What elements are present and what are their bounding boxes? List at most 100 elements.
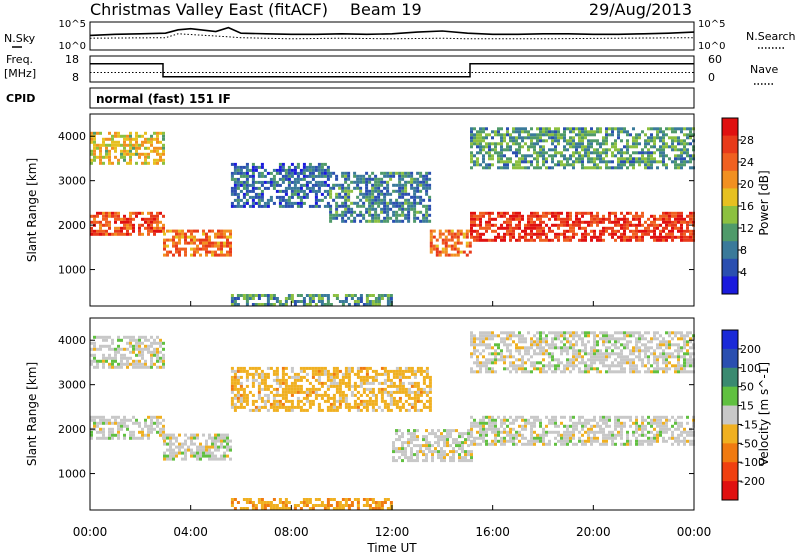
heatmap-cell (392, 183, 396, 187)
heatmap-cell (602, 355, 605, 359)
heatmap-cell (245, 369, 249, 373)
heatmap-cell (353, 180, 357, 184)
heatmap-cell (680, 220, 683, 224)
heatmap-cell (581, 154, 584, 158)
heatmap-cell (281, 195, 285, 199)
heatmap-cell (599, 220, 602, 224)
heatmap-cell (175, 445, 178, 449)
heatmap-cell (281, 381, 285, 385)
heatmap-cell (383, 378, 387, 382)
heatmap-cell (311, 168, 315, 172)
heatmap-cell (290, 384, 294, 388)
heatmap-cell (551, 211, 554, 215)
heatmap-cell (163, 436, 166, 440)
heatmap-cell (386, 183, 390, 187)
heatmap-cell (545, 340, 548, 344)
heatmap-cell (162, 146, 165, 150)
heatmap-cell (458, 432, 461, 436)
heatmap-cell (416, 408, 420, 412)
heatmap-cell (114, 232, 117, 236)
heatmap-cell (593, 343, 596, 347)
heatmap-cell (296, 384, 300, 388)
heatmap-cell (572, 442, 575, 446)
heatmap-cell (467, 444, 470, 448)
heatmap-cell (296, 201, 300, 205)
heatmap-cell (650, 220, 653, 224)
heatmap-cell (296, 399, 300, 403)
heatmap-cell (572, 424, 575, 428)
heatmap-cell (359, 369, 363, 373)
heatmap-cell (488, 163, 491, 167)
heatmap-cell (494, 334, 497, 338)
heatmap-cell (569, 142, 572, 146)
heatmap-cell (572, 220, 575, 224)
heatmap-cell (389, 384, 393, 388)
heatmap-cell (491, 142, 494, 146)
heatmap-cell (380, 297, 384, 300)
heatmap-cell (626, 361, 629, 365)
heatmap-cell (141, 350, 144, 354)
heatmap-cell (638, 133, 641, 137)
heatmap-cell (662, 367, 665, 371)
heatmap-cell (362, 378, 366, 382)
heatmap-cell (299, 183, 303, 187)
heatmap-cell (689, 166, 692, 170)
heatmap-cell (590, 331, 593, 335)
heatmap-cell (335, 381, 339, 385)
heatmap-cell (178, 247, 181, 251)
heatmap-cell (659, 238, 662, 242)
heatmap-cell (635, 442, 638, 446)
heatmap-cell (476, 229, 479, 233)
heatmap-cell (560, 154, 563, 158)
heatmap-cell (581, 133, 584, 137)
heatmap-cell (90, 353, 93, 357)
heatmap-cell (482, 343, 485, 347)
heatmap-cell (620, 130, 623, 134)
heatmap-cell (341, 396, 345, 400)
heatmap-cell (662, 142, 665, 146)
heatmap-cell (371, 204, 375, 208)
heatmap-cell (626, 166, 629, 170)
heatmap-cell (446, 435, 449, 439)
heatmap-cell (413, 393, 417, 397)
heatmap-cell (135, 418, 138, 422)
heatmap-cell (659, 151, 662, 155)
heatmap-cell (233, 384, 237, 388)
heatmap-cell (175, 232, 178, 236)
heatmap-cell (392, 171, 396, 175)
heatmap-cell (311, 399, 315, 403)
heatmap-cell (220, 457, 223, 461)
heatmap-cell (476, 139, 479, 143)
heatmap-cell (587, 139, 590, 143)
heatmap-cell (338, 399, 342, 403)
heatmap-cell (102, 143, 105, 147)
heatmap-cell (254, 186, 258, 190)
heatmap-cell (419, 219, 423, 223)
heatmap-cell (162, 158, 165, 162)
heatmap-cell (668, 355, 671, 359)
heatmap-cell (386, 186, 390, 190)
heatmap-cell (156, 158, 159, 162)
heatmap-cell (509, 370, 512, 374)
heatmap-cell (129, 143, 132, 147)
heatmap-cell (214, 448, 217, 452)
heatmap-cell (248, 390, 252, 394)
heatmap-cell (617, 136, 620, 140)
heatmap-cell (473, 361, 476, 365)
heatmap-cell (635, 424, 638, 428)
heatmap-cell (425, 441, 428, 445)
heatmap-cell (605, 160, 608, 164)
heatmap-cell (488, 142, 491, 146)
heatmap-cell (278, 378, 282, 382)
heatmap-cell (320, 168, 324, 172)
heatmap-cell (617, 133, 620, 137)
heatmap-cell (344, 204, 348, 208)
heatmap-cell (404, 441, 407, 445)
heatmap-cell (596, 151, 599, 155)
heatmap-cell (413, 207, 417, 211)
heatmap-cell (566, 364, 569, 368)
heatmap-cell (584, 343, 587, 347)
heatmap-cell (569, 346, 572, 350)
heatmap-cell (111, 347, 114, 351)
heatmap-cell (506, 157, 509, 161)
